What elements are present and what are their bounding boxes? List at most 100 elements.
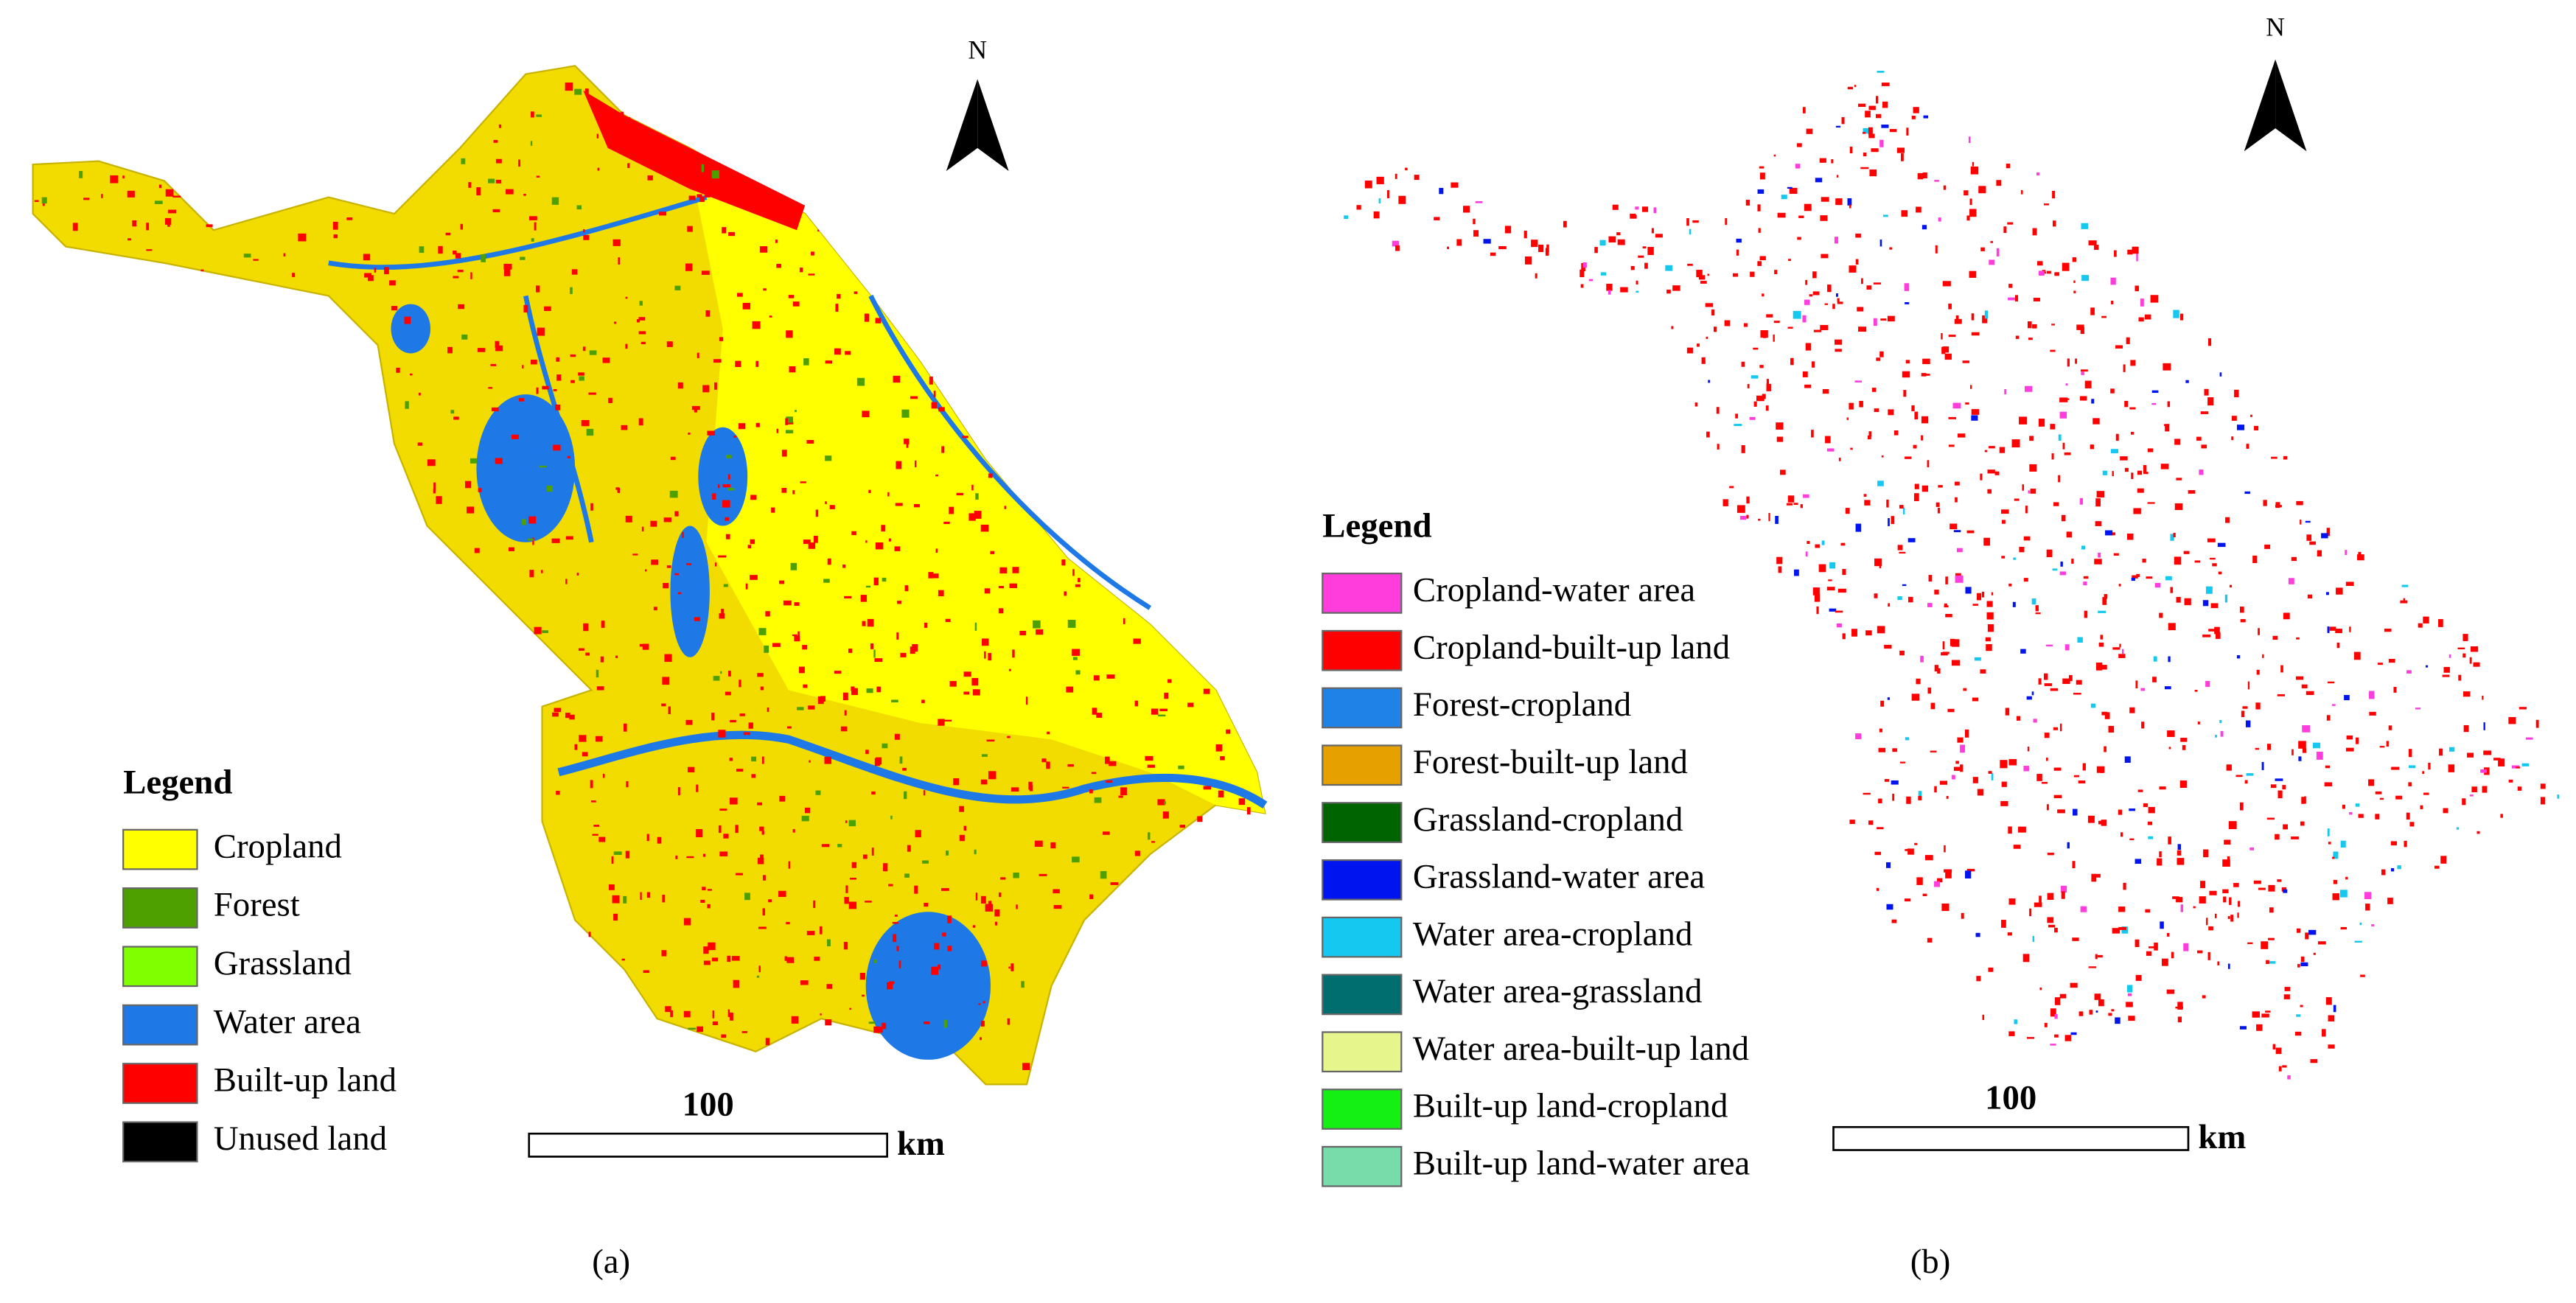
patch bbox=[799, 268, 803, 273]
patch bbox=[1911, 405, 1915, 411]
patch bbox=[2300, 962, 2308, 967]
patch bbox=[2463, 724, 2469, 733]
patch bbox=[2161, 958, 2168, 966]
patch bbox=[576, 573, 579, 576]
patch bbox=[744, 892, 750, 901]
caption: (a) bbox=[592, 1243, 630, 1281]
patch bbox=[1837, 298, 1840, 302]
patch bbox=[1758, 518, 1761, 521]
patch bbox=[714, 382, 717, 390]
patch bbox=[803, 358, 809, 366]
patch bbox=[787, 726, 792, 729]
patch bbox=[2283, 994, 2290, 999]
patch bbox=[2084, 380, 2092, 388]
patch bbox=[2250, 414, 2252, 417]
patch bbox=[874, 959, 877, 963]
patch bbox=[646, 892, 651, 898]
legend-label: Built-up land-water area bbox=[1413, 1145, 1751, 1183]
patch bbox=[873, 1026, 880, 1033]
patch bbox=[2120, 456, 2128, 461]
patch bbox=[2047, 892, 2054, 900]
patch bbox=[1758, 228, 1761, 233]
legend-label: Cropland-built-up land bbox=[1413, 628, 1730, 666]
patch bbox=[2073, 775, 2079, 778]
patch bbox=[2403, 598, 2405, 601]
patch bbox=[2440, 856, 2447, 864]
patch bbox=[2325, 765, 2331, 769]
patch bbox=[389, 280, 396, 286]
patch bbox=[2306, 691, 2314, 696]
patch bbox=[1825, 436, 1831, 444]
patch bbox=[823, 579, 830, 583]
patch bbox=[146, 249, 153, 251]
patch bbox=[2137, 789, 2143, 792]
patch bbox=[2135, 859, 2141, 864]
patch bbox=[2029, 908, 2032, 917]
patch bbox=[2359, 922, 2362, 926]
patch bbox=[1877, 626, 1885, 634]
patch bbox=[638, 418, 643, 426]
patch bbox=[928, 572, 934, 579]
patch bbox=[674, 573, 680, 576]
patch bbox=[1937, 668, 1941, 674]
patch bbox=[1938, 217, 1941, 222]
patch bbox=[778, 580, 785, 584]
patch bbox=[1093, 675, 1100, 681]
patch bbox=[688, 433, 691, 435]
patch bbox=[1928, 575, 1933, 582]
patch bbox=[1944, 353, 1952, 360]
patch bbox=[576, 205, 582, 210]
patch bbox=[2229, 584, 2233, 588]
patch bbox=[2368, 779, 2375, 786]
patch bbox=[2300, 956, 2305, 963]
patch bbox=[488, 387, 493, 389]
patch bbox=[800, 481, 806, 483]
patch bbox=[1804, 299, 1810, 305]
patch bbox=[2054, 927, 2058, 933]
patch bbox=[1980, 669, 1986, 674]
legend-title: Legend bbox=[123, 763, 232, 801]
patch bbox=[699, 197, 705, 202]
patch bbox=[2083, 581, 2087, 586]
patch bbox=[742, 179, 747, 186]
patch bbox=[2069, 675, 2073, 682]
patch bbox=[813, 900, 816, 909]
patch bbox=[2165, 424, 2170, 432]
patch bbox=[1990, 241, 1993, 243]
patch bbox=[2222, 859, 2230, 867]
patch bbox=[820, 1013, 822, 1016]
patch bbox=[849, 1007, 851, 1010]
patch bbox=[553, 444, 561, 451]
patch bbox=[1092, 708, 1097, 715]
patch bbox=[687, 766, 695, 772]
patch bbox=[713, 676, 720, 681]
patch bbox=[1879, 728, 1882, 733]
patch bbox=[569, 714, 575, 720]
patch bbox=[391, 306, 397, 311]
patch bbox=[2136, 254, 2138, 262]
patch bbox=[890, 815, 893, 820]
patch bbox=[363, 254, 371, 261]
patch bbox=[2119, 643, 2121, 648]
patch bbox=[738, 423, 746, 430]
patch bbox=[849, 878, 856, 880]
patch bbox=[806, 931, 815, 935]
patch bbox=[837, 293, 841, 299]
patch bbox=[2019, 546, 2025, 553]
patch bbox=[2110, 449, 2119, 454]
patch bbox=[1724, 320, 1731, 326]
patch bbox=[2002, 520, 2006, 524]
patch bbox=[982, 638, 989, 646]
patch bbox=[984, 588, 991, 594]
patch bbox=[556, 357, 560, 362]
patch bbox=[1671, 326, 1674, 329]
patch bbox=[2154, 942, 2158, 951]
patch bbox=[797, 707, 804, 710]
patch bbox=[1999, 447, 2006, 453]
patch bbox=[2026, 1037, 2034, 1039]
patch bbox=[582, 346, 586, 352]
patch bbox=[1644, 262, 1648, 269]
patch bbox=[2166, 932, 2170, 937]
patch bbox=[940, 888, 949, 891]
